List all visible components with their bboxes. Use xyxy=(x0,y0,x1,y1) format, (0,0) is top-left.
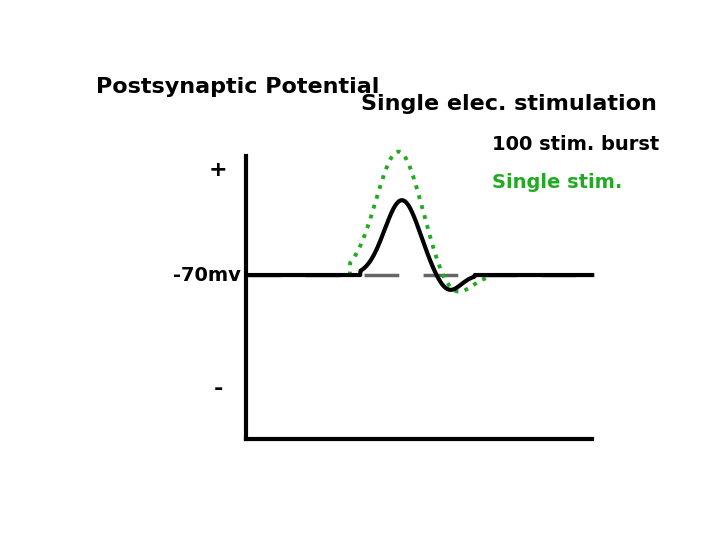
Text: Single stim.: Single stim. xyxy=(492,173,622,192)
Text: +: + xyxy=(209,160,228,180)
Text: Single elec. stimulation: Single elec. stimulation xyxy=(361,94,657,114)
Text: -70mv: -70mv xyxy=(173,266,240,285)
Text: 100 stim. burst: 100 stim. burst xyxy=(492,136,659,154)
Text: -: - xyxy=(214,379,223,399)
Text: Postsynaptic Potential: Postsynaptic Potential xyxy=(96,77,379,97)
